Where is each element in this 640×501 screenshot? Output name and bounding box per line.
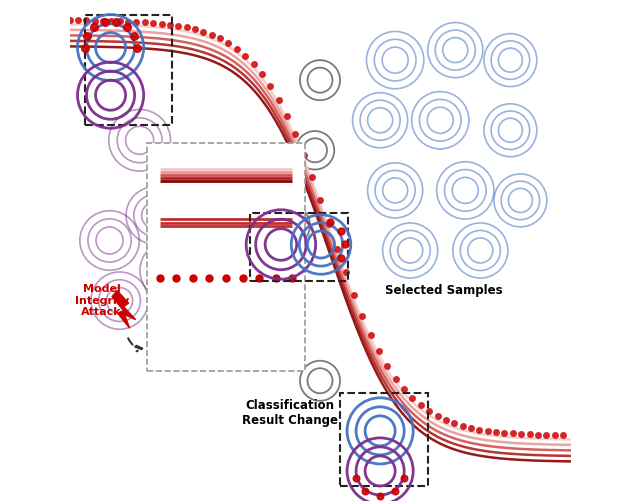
Text: Tampered Classification: Tampered Classification (156, 289, 296, 299)
Bar (340, 393, 428, 486)
Text: Boundary: Boundary (198, 299, 254, 309)
Text: Selected Samples: Selected Samples (385, 284, 503, 297)
Text: Activate  Level: Activate Level (182, 189, 269, 199)
Polygon shape (112, 291, 136, 328)
Text: Higher: Higher (235, 150, 268, 160)
Text: Classification
Result Change: Classification Result Change (243, 399, 339, 427)
Bar (84, 15, 172, 125)
Text: Lower: Lower (191, 150, 221, 160)
Bar (147, 143, 305, 371)
Text: Model
Integrity
Attack: Model Integrity Attack (74, 284, 129, 317)
Bar (250, 213, 348, 281)
Text: Boundary: Boundary (198, 247, 254, 257)
Text: Original Classification: Original Classification (161, 237, 291, 247)
